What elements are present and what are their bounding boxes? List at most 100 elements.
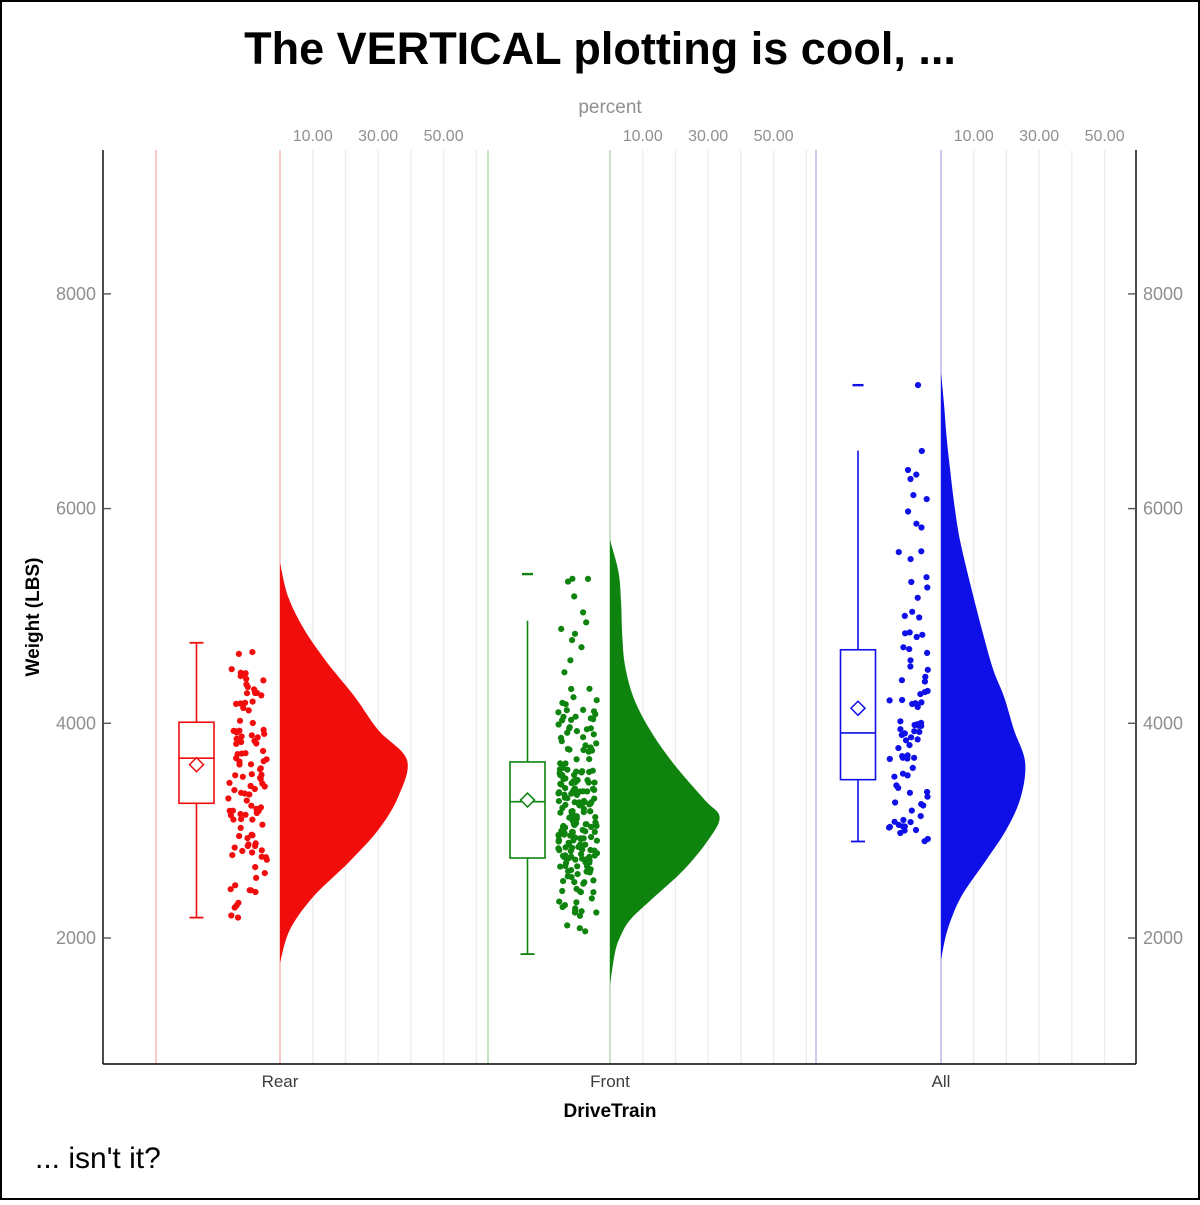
jitter-point-all [904,752,911,759]
jitter-point-rear [252,888,259,896]
jitter-point-rear [244,835,251,842]
jitter-point-front [566,724,573,731]
jitter-point-front [562,852,569,859]
jitter-point-rear [231,844,238,851]
jitter-point-all [914,703,921,711]
top-axis-label: percent [578,97,642,118]
jitter-point-front [568,853,575,860]
jitter-point-all [902,737,910,744]
percent-tick-label-all-50: 50.00 [1085,128,1125,145]
jitter-point-all [906,629,913,636]
jitter-point-front [574,777,581,784]
jitter-point-all [916,728,923,736]
box-all [839,648,877,781]
jitter-point-front [582,841,589,848]
violin-all [941,373,1026,960]
jitter-point-front [578,644,585,651]
jitter-point-front [571,834,579,841]
mean-diamond-front [519,791,536,809]
jitter-point-all [924,788,931,796]
jitter-point-all [906,742,913,749]
jitter-point-front [590,731,597,738]
jitter-point-rear [257,765,264,772]
jitter-point-all [902,630,909,637]
jitter-point-front [560,775,567,783]
jitter-point-rear [244,842,251,850]
jitter-point-front [592,814,599,821]
jitter-point-front [565,839,572,847]
jitter-point-all [886,823,894,831]
percent-tick-label-rear-30: 30.00 [358,128,398,145]
jitter-point-front [579,768,586,775]
jitter-point-rear [252,842,259,850]
jitter-point-front [557,760,564,767]
jitter-point-rear [232,772,239,779]
jitter-point-all [897,718,904,725]
jitter-point-rear [236,833,243,840]
jitter-point-front [576,925,583,932]
jitter-point-front [580,746,587,754]
category-label-rear: Rear [262,1072,299,1091]
jitter-point-rear [233,700,240,708]
jitter-point-all [917,813,924,820]
jitter-point-all [906,646,913,653]
jitter-point-rear [238,816,245,823]
jitter-point-front [555,837,563,844]
jitter-point-all [886,755,893,763]
jitter-point-front [573,820,580,827]
jitter-point-rear [260,747,267,755]
jitter-point-rear [245,707,252,714]
jitter-point-front [592,819,599,826]
jitter-point-rear [243,797,250,804]
jitter-point-all [901,612,908,620]
jitter-point-all [907,556,914,563]
jitter-point-front [580,880,587,887]
jitter-point-rear [253,874,260,882]
jitter-point-front [572,905,579,912]
jitter-point-front [559,887,566,895]
jitter-point-all [907,657,914,664]
jitter-point-rear [239,847,246,855]
jitter-point-front [587,866,594,873]
jitter-point-front [591,779,598,786]
jitter-point-front [582,821,589,828]
jitter-point-front [573,791,581,799]
jitter-point-front [580,609,587,616]
jitter-point-front [562,701,569,708]
jitter-point-all [924,649,931,657]
category-label-front: Front [590,1072,630,1091]
jitter-point-rear [246,791,253,798]
jitter-point-front [574,871,581,878]
violin-front [610,540,720,985]
jitter-point-all [918,524,925,531]
jitter-point-all [905,508,912,515]
jitter-point-front [580,788,587,795]
jitter-point-front [585,748,592,755]
jitter-point-rear [228,666,235,673]
jitter-point-front [593,837,601,844]
jitter-point-front [580,734,587,741]
jitter-point-front [555,790,562,797]
jitter-point-all [909,700,916,708]
jitter-point-rear [259,821,266,828]
jitter-point-front [564,766,571,773]
jitter-point-rear [235,650,242,658]
jitter-point-all [918,548,925,555]
jitter-point-all [918,447,925,455]
jitter-point-front [569,815,576,822]
jitter-point-all [918,699,925,706]
jitter-point-front [561,669,568,676]
jitter-point-front [578,908,585,915]
jitter-points-front [555,575,601,935]
jitter-point-rear [236,717,244,724]
jitter-point-rear [260,726,267,734]
jitter-point-front [593,909,600,916]
jitter-point-rear [258,847,265,854]
jitter-point-all [911,721,918,729]
jitter-point-front [586,768,593,776]
jitter-point-all [913,633,920,641]
jitter-point-rear [239,773,246,780]
jitter-point-all [909,608,916,615]
jitter-point-all [919,631,926,638]
jitter-point-rear [228,912,235,919]
